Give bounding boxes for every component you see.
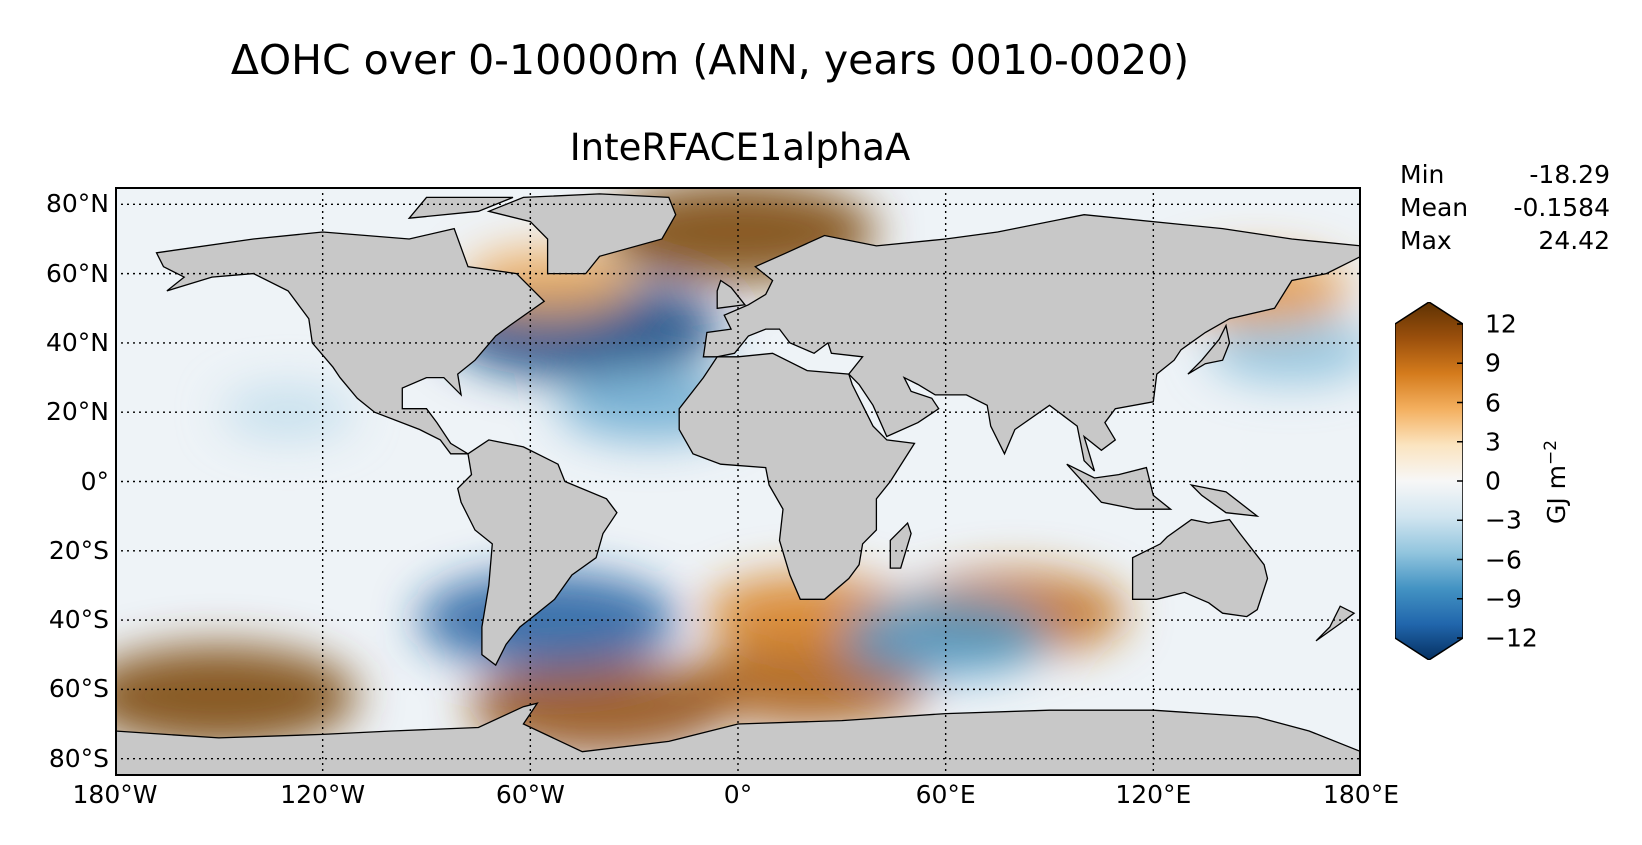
colorbar-tick-label: 12 — [1485, 309, 1517, 339]
colorbar-label: GJ m−2 — [1540, 439, 1572, 525]
statistics-panel: Min -18.29 Mean -0.1584 Max 24.42 — [1400, 158, 1610, 257]
map-panel — [115, 187, 1361, 776]
colorbar-tickmarks — [1457, 323, 1463, 639]
colorbar — [1395, 302, 1463, 660]
stat-min-label: Min — [1400, 160, 1445, 189]
lon-tick-label: 60°E — [915, 780, 976, 809]
lat-tick-label: 20°N — [45, 397, 109, 427]
lat-tick-label: 40°N — [45, 327, 109, 357]
colorbar-body — [1395, 302, 1463, 660]
lat-tick-label: 60°N — [45, 258, 109, 288]
colorbar-tick-label: −9 — [1485, 584, 1522, 614]
land-ellesmere — [407, 196, 514, 220]
lat-tick-label: 60°S — [48, 674, 109, 704]
colorbar-tick-label: −3 — [1485, 505, 1522, 535]
land-madagascar — [889, 521, 912, 569]
map-subtitle: InteRFACE1alphaA — [569, 126, 911, 169]
colorbar-tick-label: 3 — [1485, 427, 1501, 457]
lat-tick-label: 80°N — [45, 189, 109, 219]
land-new-zealand — [1315, 605, 1356, 642]
colorbar-tick-label: 9 — [1485, 348, 1501, 378]
colorbar-tick-label: −6 — [1485, 545, 1522, 574]
stat-min-value: -18.29 — [1529, 160, 1610, 189]
lon-tick-label: 120°E — [1115, 780, 1192, 809]
land-south-america — [456, 439, 618, 667]
lon-tick-label: 180°E — [1322, 780, 1400, 809]
stat-max-value: 24.42 — [1538, 226, 1610, 255]
land-north-america — [155, 227, 546, 455]
lat-tick-label: 20°S — [48, 535, 109, 565]
land-new-guinea — [1189, 483, 1260, 517]
lat-tick-label: 0° — [80, 466, 109, 496]
land-eurasia — [702, 214, 1361, 472]
lon-tick-label: 60°W — [495, 780, 565, 809]
lon-tick-label: 0° — [723, 780, 753, 809]
land-indonesia — [1066, 463, 1173, 510]
land-greenland — [486, 193, 677, 275]
stat-mean-value: -0.1584 — [1513, 193, 1611, 222]
stat-max-label: Max — [1400, 226, 1452, 255]
land-australia — [1131, 518, 1269, 618]
colorbar-tick-label: −12 — [1485, 623, 1538, 653]
anomaly-south-pacific-warm-core — [115, 645, 358, 748]
map-border — [115, 187, 1361, 776]
colorbar-tick-label: 0 — [1485, 466, 1501, 496]
stat-mean-label: Mean — [1400, 193, 1469, 222]
stat-mean: Mean -0.1584 — [1400, 191, 1610, 224]
gridlines — [115, 187, 1361, 776]
stat-min: Min -18.29 — [1400, 158, 1610, 191]
lon-tick-label: 180°W — [72, 780, 158, 809]
stat-max: Max 24.42 — [1400, 224, 1610, 257]
lon-tick-label: 120°W — [280, 780, 366, 809]
anomaly-tropical-pacific-cool — [221, 385, 356, 440]
figure-title: ΔOHC over 0-10000m (ANN, years 0010-0020… — [230, 36, 1190, 84]
anomaly-north-pacific-cool — [1206, 316, 1361, 383]
land-japan — [1187, 323, 1231, 375]
lat-tick-label: 40°S — [48, 605, 109, 635]
colorbar-tick-label: 6 — [1485, 388, 1501, 417]
lat-tick-label: 80°S — [48, 743, 109, 773]
land-africa — [678, 352, 916, 600]
